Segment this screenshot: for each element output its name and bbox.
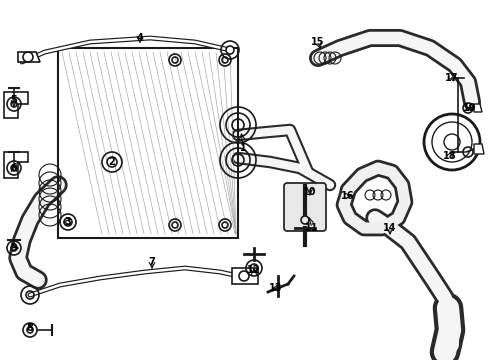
Text: 15: 15 — [311, 37, 325, 47]
Polygon shape — [4, 92, 28, 118]
Text: 12: 12 — [247, 265, 261, 275]
Text: 14: 14 — [383, 223, 397, 233]
Text: 1: 1 — [240, 143, 246, 153]
Text: 18: 18 — [443, 151, 457, 161]
Polygon shape — [232, 268, 258, 284]
Text: 3: 3 — [65, 217, 72, 227]
Text: 17: 17 — [445, 73, 459, 83]
Text: 9: 9 — [11, 243, 17, 253]
Bar — [58, 48, 238, 238]
Text: 10: 10 — [303, 187, 317, 197]
Polygon shape — [474, 144, 484, 154]
Polygon shape — [474, 104, 482, 112]
Polygon shape — [18, 52, 40, 62]
Text: 7: 7 — [148, 257, 155, 267]
Text: 5: 5 — [11, 95, 17, 105]
Text: 11: 11 — [305, 223, 319, 233]
Polygon shape — [4, 152, 28, 178]
Text: 13: 13 — [269, 283, 283, 293]
Text: 6: 6 — [11, 163, 17, 173]
Text: 19: 19 — [463, 103, 477, 113]
Text: 8: 8 — [26, 323, 33, 333]
Text: 4: 4 — [137, 33, 144, 43]
Text: 2: 2 — [109, 157, 115, 167]
Text: 16: 16 — [341, 191, 355, 201]
FancyBboxPatch shape — [284, 183, 326, 231]
Circle shape — [226, 46, 234, 54]
